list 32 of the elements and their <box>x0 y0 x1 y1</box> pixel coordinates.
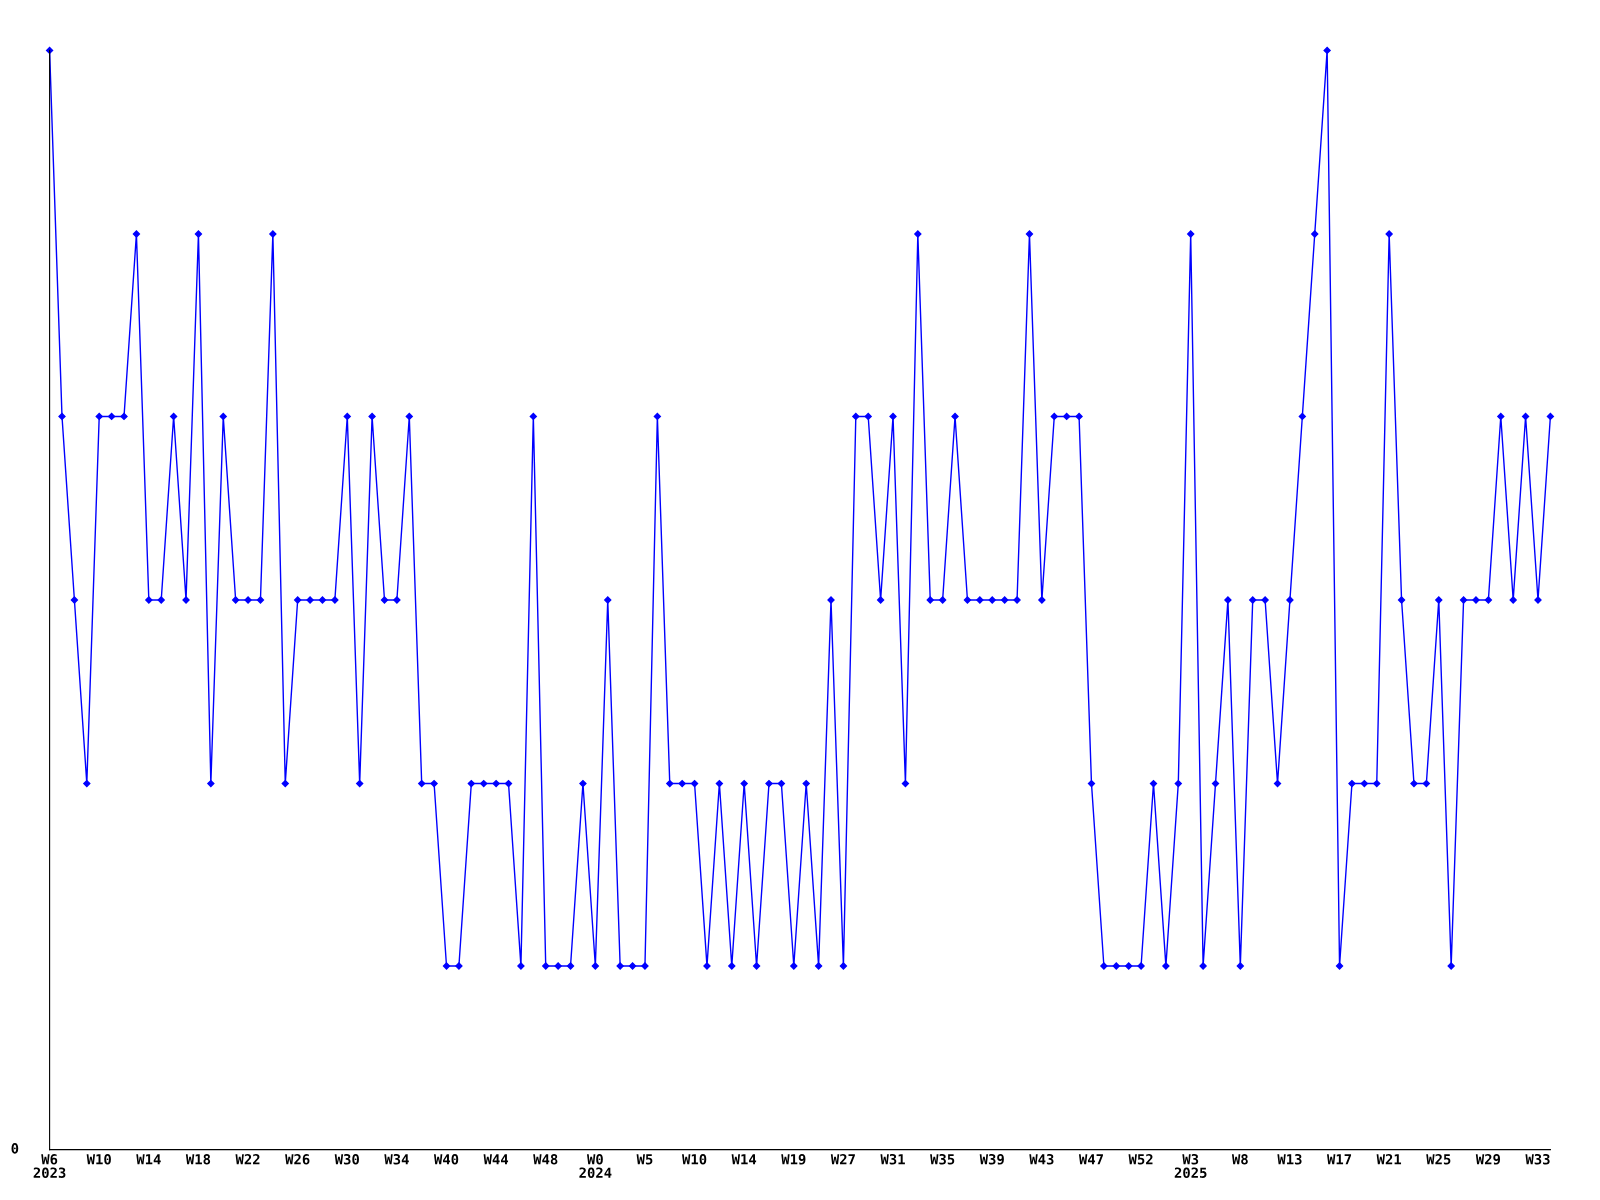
x-tick-label: W47 <box>1078 1154 1103 1165</box>
x-tick-label: W6 2023 <box>33 1154 66 1178</box>
x-tick-label: W5 <box>636 1154 653 1165</box>
x-tick-label: W21 <box>1376 1154 1402 1165</box>
x-tick-label: W8 <box>1231 1154 1248 1165</box>
x-tick-label: W10 <box>682 1154 707 1165</box>
x-tick-label: W13 <box>1277 1154 1302 1165</box>
x-tick-label: W30 <box>334 1154 359 1165</box>
x-tick-label: W25 <box>1426 1154 1451 1165</box>
x-tick-label: W52 <box>1128 1154 1153 1165</box>
text: 0 <box>11 1143 19 1154</box>
x-tick-label: W19 <box>781 1154 806 1165</box>
x-tick-label: W14 <box>136 1154 161 1165</box>
x-tick-label: W43 <box>1029 1154 1054 1165</box>
x-tick-label: W0 2024 <box>579 1154 612 1178</box>
x-tick-label: W14 <box>731 1154 757 1165</box>
x-tick-label: W18 <box>185 1154 211 1165</box>
x-tick-label: W39 <box>979 1154 1004 1165</box>
x-tick-label: W35 <box>930 1154 955 1165</box>
x-tick-label: W29 <box>1475 1154 1501 1165</box>
x-tick-label: W40 <box>433 1154 459 1165</box>
x-tick-label: W33 <box>1525 1154 1550 1165</box>
x-tick-label: W26 <box>285 1154 310 1165</box>
x-tick-label: W3 2025 <box>1174 1154 1207 1178</box>
x-tick-label: W34 <box>384 1154 409 1165</box>
x-tick-label: W44 <box>483 1154 509 1165</box>
x-tick-label: W31 <box>880 1154 905 1165</box>
x-tick-label: W22 <box>235 1154 260 1165</box>
x-tick-label: W17 <box>1327 1154 1352 1165</box>
x-tick-label: W10 <box>86 1154 111 1165</box>
x-tick-label: W48 <box>533 1154 558 1165</box>
x-tick-label: W27 <box>830 1154 855 1165</box>
